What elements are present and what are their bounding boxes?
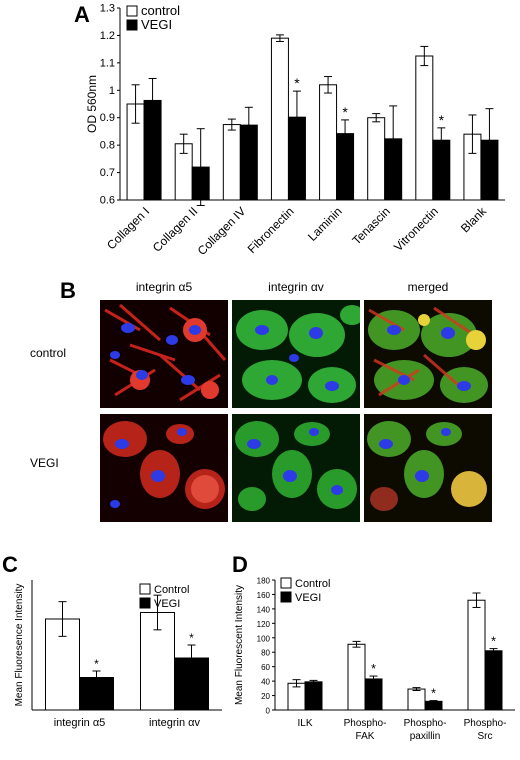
panel-letter-b: B [60, 278, 76, 303]
chart-a-y-tick-label: 1.2 [100, 30, 115, 42]
chart-d-y-tick-label: 180 [257, 577, 271, 586]
panel-letter-a: A [74, 2, 90, 27]
chart-d-category-label: Phospho- [404, 718, 447, 729]
chart-d-legend-label-control: Control [295, 578, 330, 590]
chart-d-bar-vegi-phospho-fak [364, 678, 383, 711]
chart-d-y-tick-label: 80 [261, 649, 270, 658]
chart-a-legend-label-control: control [141, 3, 180, 18]
chart-d-y-tick-label: 120 [257, 620, 271, 629]
chart-d-y-tick-label: 100 [257, 634, 271, 643]
chart-a-category-label: Collagen IV [195, 204, 249, 258]
chart-d-legend-swatch-vegi [280, 591, 292, 603]
row-label-control: control [30, 346, 67, 360]
chart-d-category-label: paxillin [410, 731, 441, 742]
chart-d-significance-mark: * [491, 634, 496, 649]
chart-d-bar-vegi-phospho-paxillin [424, 700, 443, 711]
chart-d-y-tick-label: 160 [257, 591, 271, 600]
chart-a-y-tick-label: 0.6 [100, 195, 115, 207]
chart-d-category-label: Phospho- [464, 718, 507, 729]
micrograph-vegi-integrin-av [232, 414, 360, 522]
chart-d-category-label: Src [478, 731, 493, 742]
chart-d-bar-control-phospho-src [467, 599, 486, 711]
chart-a-category-label: Vitronectin [391, 204, 441, 254]
chart-a-y-tick-label: 0.7 [100, 167, 115, 179]
chart-d-category-label: Phospho- [344, 718, 387, 729]
chart-d-y-tick-label: 140 [257, 605, 271, 614]
chart-d-y-tick-label: 60 [261, 663, 270, 672]
chart-c-category-label: integrin αv [149, 717, 200, 729]
chart-d-bar-control-phospho-fak [347, 643, 366, 711]
chart-d-bar-vegi-ilk [304, 681, 323, 711]
column-header-integrin-a5: integrin α5 [135, 280, 193, 294]
chart-c-significance-mark: * [189, 631, 194, 645]
chart-d-y-axis-label: Mean Fluorescent Intensity [234, 585, 245, 705]
chart-c: Mean Fluoresence Intensity * integrin α5 * i… [14, 580, 222, 729]
chart-c-legend-label-control: Control [154, 584, 189, 596]
chart-a-category-label: Fibronectin [245, 204, 297, 256]
micrograph-control-integrin-a5 [100, 300, 228, 408]
chart-a-bar-control-tenascin [367, 117, 386, 201]
chart-a-bar-control-vitronectin [415, 55, 434, 201]
chart-c-legend-swatch-vegi [139, 597, 151, 609]
chart-d-y-tick-label: 0 [266, 707, 271, 716]
chart-d-category-label: ILK [297, 718, 312, 729]
chart-a-bar-control-laminin [319, 84, 338, 201]
chart-a-y-tick-label: 0.9 [100, 112, 115, 124]
micrograph-grid [100, 300, 492, 522]
chart-c-significance-mark: * [94, 657, 99, 671]
chart-a-legend-swatch-control [126, 5, 138, 17]
chart-a-significance-mark: * [439, 112, 445, 128]
chart-a-bar-control-collagen-iv [222, 124, 241, 201]
chart-a-significance-mark: * [342, 104, 348, 120]
micrograph-vegi-merged [364, 414, 492, 522]
chart-a-bar-control-fibronectin [270, 37, 289, 201]
chart-c-legend-label-vegi: VEGI [154, 598, 180, 610]
column-header-integrin-av: integrin αv [268, 280, 324, 294]
chart-a-y-axis-label: OD 560nm [85, 75, 99, 133]
chart-c-category-label: integrin α5 [54, 717, 106, 729]
chart-d-significance-mark: * [371, 661, 376, 676]
row-label-vegi: VEGI [30, 456, 59, 470]
chart-d: 0 20 40 60 80 100 120 140 160 180 Mean Fluorescent… [234, 577, 515, 742]
chart-a-significance-mark: * [294, 75, 300, 91]
chart-c-y-axis-label: Mean Fluoresence Intensity [14, 584, 25, 707]
chart-d-y-tick-label: 20 [261, 692, 270, 701]
chart-a-category-label: Collagen I [104, 204, 152, 252]
chart-d-y-tick-label: 40 [261, 678, 270, 687]
chart-d-bar-control-phospho-paxillin [407, 688, 426, 711]
chart-c-legend-swatch-control [139, 583, 151, 595]
chart-d-significance-mark: * [431, 686, 436, 701]
chart-d-legend-swatch-control [280, 577, 292, 589]
panel-letter-c: C [2, 552, 18, 577]
chart-d-category-label: FAK [356, 731, 375, 742]
chart-a-category-label: Tenascin [349, 204, 392, 247]
chart-a-category-label: Blank [458, 204, 490, 236]
micrograph-control-integrin-av [232, 300, 360, 408]
micrograph-vegi-integrin-a5 [100, 414, 228, 522]
chart-a-y-tick-label: 1 [109, 85, 115, 97]
panel-letter-d: D [232, 552, 248, 577]
chart-d-bar-vegi-phospho-src [484, 650, 503, 711]
chart-a-legend-label-vegi: VEGI [141, 17, 172, 32]
chart-d-legend-label-vegi: VEGI [295, 592, 321, 604]
micrograph-control-merged [364, 300, 492, 408]
chart-a: 0.6 0.7 0.8 0.9 1 1.1 1.2 1.3 OD 560nm Collagen I… [85, 3, 505, 258]
chart-a-legend-swatch-vegi [126, 19, 138, 31]
chart-a-category-label: Collagen II [150, 204, 200, 254]
chart-a-y-tick-label: 0.8 [100, 140, 115, 152]
chart-a-y-tick-label: 1.1 [100, 57, 115, 69]
column-header-merged: merged [407, 280, 449, 294]
chart-a-category-label: Laminin [305, 204, 345, 244]
chart-a-y-tick-label: 1.3 [100, 3, 115, 15]
